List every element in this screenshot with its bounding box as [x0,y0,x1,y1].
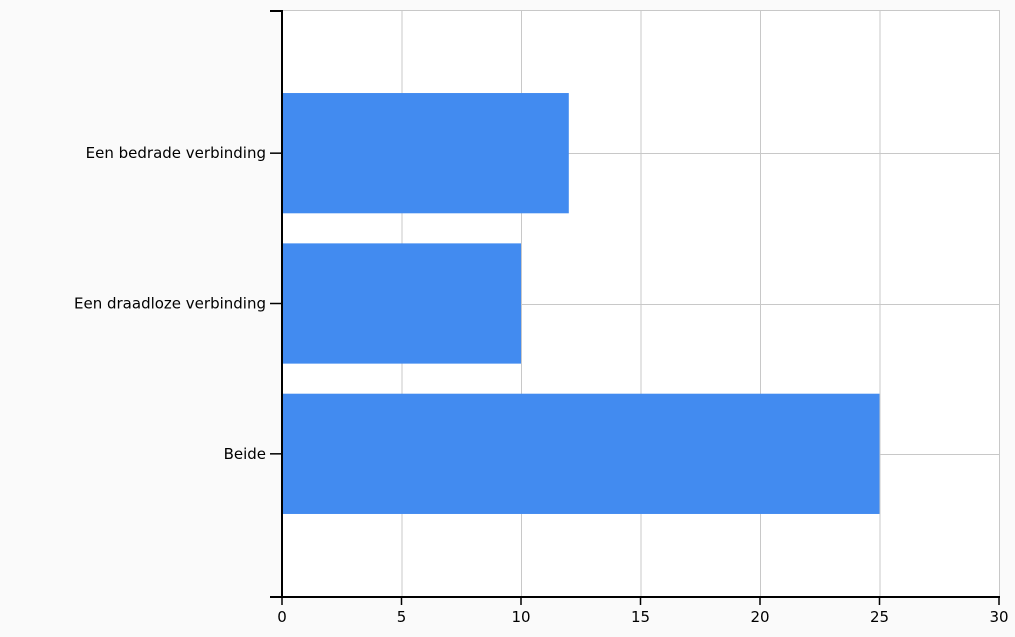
axes [270,10,1000,605]
bar [282,393,880,514]
x-tick-label: 5 [397,608,407,626]
x-tick-label: 25 [870,608,889,626]
category-label: Een draadloze verbinding [74,295,266,313]
x-tick-label: 10 [511,608,530,626]
x-tick-label: 15 [631,608,650,626]
x-tick-label: 0 [277,608,287,626]
labels: 0 5 10 15 20 25 30 Een bedrade verbinding Een dr… [74,144,1009,626]
x-tick-label: 30 [989,608,1008,626]
x-tick-label: 20 [750,608,769,626]
category-label: Een bedrade verbinding [86,144,266,162]
bar [282,243,521,364]
category-label: Beide [224,445,266,463]
bar [282,93,569,214]
bars [282,93,880,514]
